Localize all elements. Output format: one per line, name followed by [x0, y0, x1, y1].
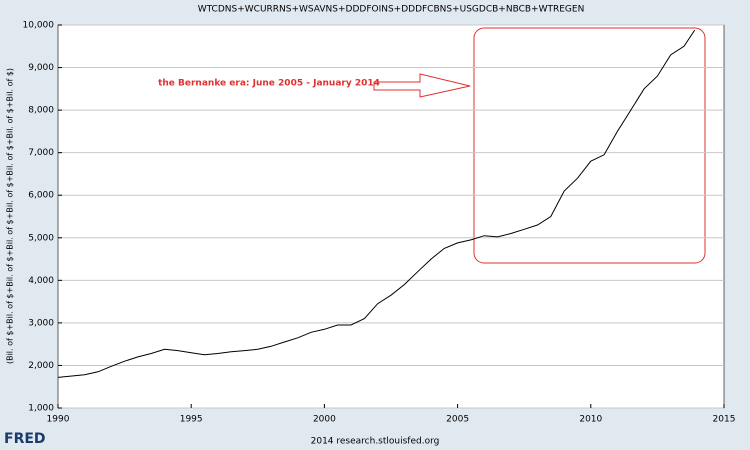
y-tick-label: 9,000 [28, 63, 54, 73]
y-tick-label: 10,000 [23, 21, 55, 31]
y-tick-label: 1,000 [28, 404, 54, 414]
arrow [373, 73, 471, 98]
plot-area [57, 24, 725, 409]
x-tick-label: 1990 [47, 415, 70, 425]
x-tick-label: 2005 [446, 415, 469, 425]
y-tick-label: 7,000 [28, 148, 54, 158]
y-tick-label: 6,000 [28, 191, 54, 201]
annotation: the Bernanke era: June 2005 - January 20… [158, 79, 380, 89]
y-tick-label: 5,000 [28, 233, 54, 243]
x-tick-label: 2000 [313, 415, 336, 425]
x-tick-label: 2010 [579, 415, 602, 425]
footer: 2014 research.stlouisfed.org [311, 437, 440, 447]
y-tick-label: 4,000 [28, 276, 54, 286]
chart-title: WTCDNS+WCURRNS+WSAVNS+DDDFOINS+DDDFCBNS+… [198, 5, 585, 15]
x-tick-label: 1995 [180, 415, 203, 425]
y-tick-label: 3,000 [28, 318, 54, 328]
logo: FRED [4, 431, 46, 447]
x-tick-label: 2015 [713, 415, 736, 425]
y-tick-label: 8,000 [28, 106, 54, 116]
y-tick-label: 2,000 [28, 361, 54, 371]
highlight-box [473, 27, 706, 264]
data-line [57, 29, 696, 378]
y-axis-label: (Bil. of $+Bil. of $+Bil. of $+Bil. of $… [6, 68, 15, 364]
